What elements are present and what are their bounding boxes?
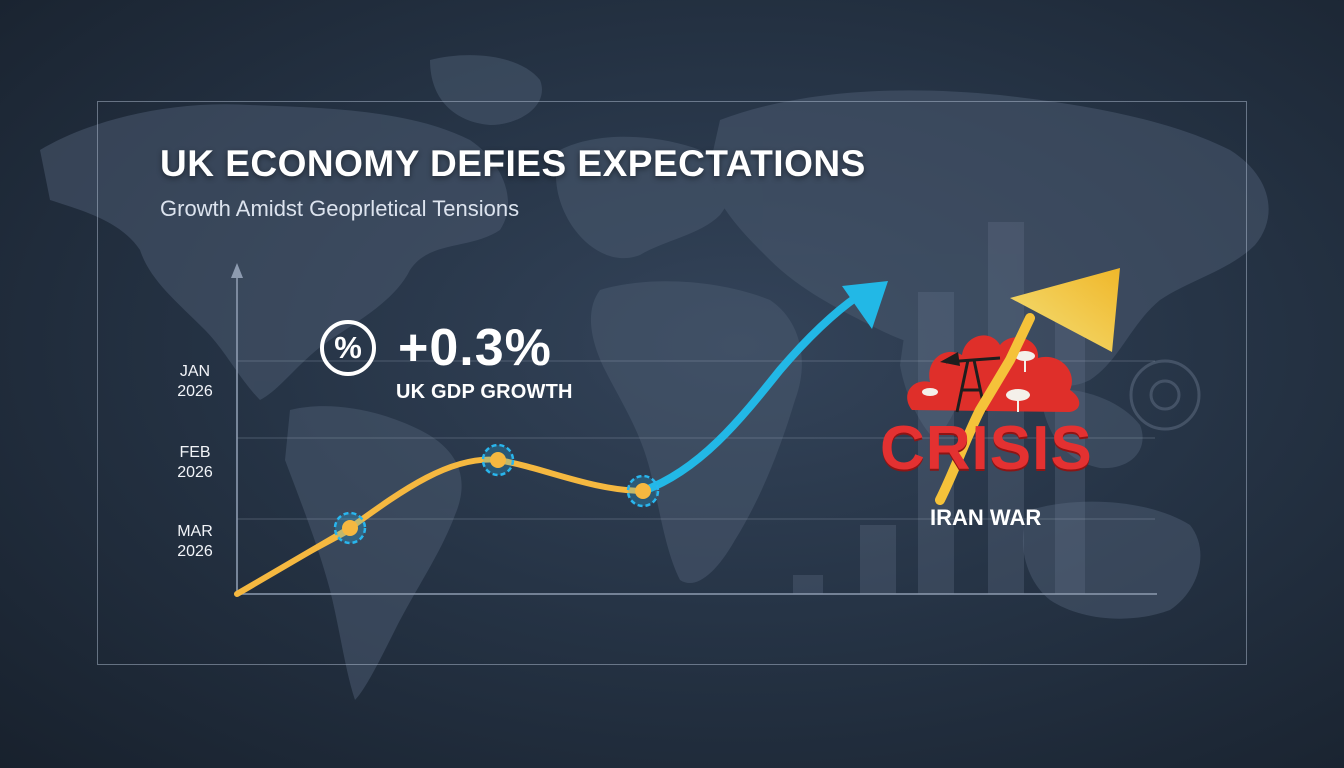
- percent-glyph: %: [334, 330, 362, 365]
- data-point-1: [342, 520, 358, 536]
- y-axis-arrow: [231, 263, 243, 278]
- percent-icon: %: [320, 320, 376, 376]
- growth-arrow-head: [842, 281, 888, 329]
- y-tick-feb: FEB 2026: [160, 443, 230, 483]
- y-tick-jan: JAN 2026: [160, 362, 230, 402]
- africa-shape: [590, 281, 802, 584]
- gear-icon: [1129, 359, 1201, 431]
- y-tick-year: 2026: [177, 383, 213, 400]
- crisis-arrow-line: [935, 313, 1035, 505]
- asia-shape: [710, 90, 1269, 387]
- growth-line: [234, 456, 646, 597]
- greenland-shape: [430, 55, 542, 125]
- australia-shape: [1022, 501, 1201, 619]
- headline-title: UK ECONOMY DEFIES EXPECTATIONS: [160, 143, 866, 184]
- y-tick-year: 2026: [177, 464, 213, 481]
- y-tick-mar: MAR 2026: [160, 522, 230, 562]
- crisis-arrow-head: [1010, 268, 1120, 352]
- headline-subtitle: Growth Amidst Geoprletical Tensions: [160, 196, 520, 221]
- y-tick-year: 2026: [177, 543, 213, 560]
- gdp-growth-label: UK GDP GROWTH: [396, 381, 573, 403]
- y-tick-month: JAN: [179, 363, 211, 380]
- gdp-growth-value: +0.3%: [398, 319, 552, 377]
- growth-arrow-line: [639, 292, 862, 495]
- europe-shape: [555, 136, 731, 259]
- crisis-heading: CRISIS: [880, 414, 1093, 483]
- crisis-subtitle: IRAN WAR: [930, 505, 1042, 530]
- y-tick-month: FEB: [179, 444, 211, 461]
- data-point-2: [490, 452, 506, 468]
- explosion-cloud: [907, 335, 1080, 412]
- y-tick-month: MAR: [177, 523, 213, 540]
- growth-line-tail: [237, 526, 352, 594]
- north-america-shape: [40, 104, 509, 400]
- data-point-3: [635, 483, 651, 499]
- chart-frame: [97, 101, 1247, 665]
- oil-rig-explosion-icon: [907, 335, 1080, 413]
